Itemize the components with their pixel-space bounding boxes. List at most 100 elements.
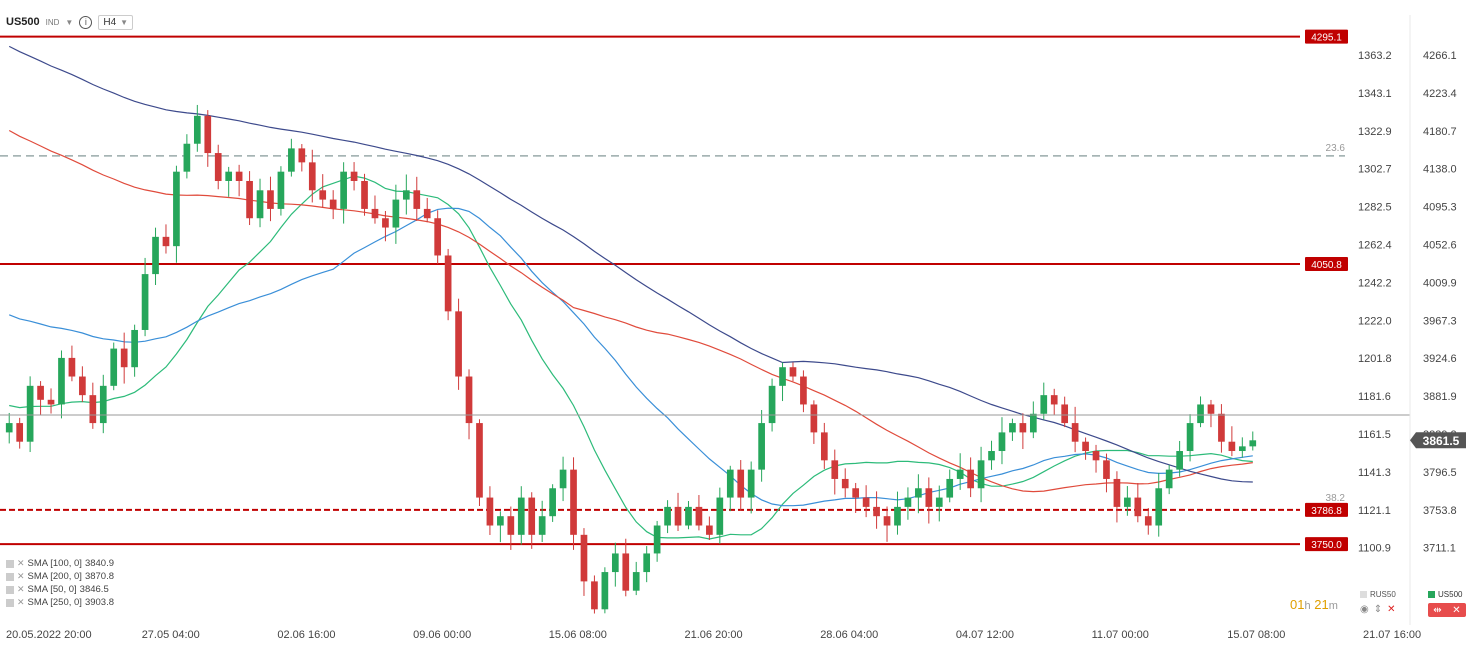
symbol-label[interactable]: US500 [6,16,40,28]
candle-body[interactable] [800,376,807,405]
candle-body[interactable] [37,385,44,400]
reorder-icon[interactable]: ⇕ [1373,604,1383,615]
candle-body[interactable] [256,190,264,219]
candle-body[interactable] [340,171,347,209]
candle-body[interactable] [883,516,891,526]
close-icon[interactable]: ✕ [1387,604,1396,615]
remove-indicator-icon[interactable]: ✕ [17,584,25,594]
candle-body[interactable] [611,553,619,573]
level-price-tag[interactable] [1305,29,1348,44]
level-price-tag[interactable] [1305,502,1348,517]
candle-body[interactable] [946,478,954,498]
remove-indicator-icon[interactable]: ✕ [17,558,25,568]
indicator-settings-icon[interactable] [6,585,14,594]
candle-body[interactable] [1197,404,1204,424]
candle-body[interactable] [831,460,839,479]
candle-body[interactable] [392,199,400,228]
candle-body[interactable] [685,506,692,526]
candle-body[interactable] [444,255,452,312]
candle-body[interactable] [988,451,995,461]
candle-body[interactable] [852,488,860,498]
candle-body[interactable] [423,208,431,219]
candle-body[interactable] [1061,404,1069,424]
candle-body[interactable] [664,506,671,526]
remove-indicator-icon[interactable]: ✕ [17,571,25,581]
candle-body[interactable] [967,469,974,489]
remove-indicator-icon[interactable]: ✕ [17,597,25,607]
candle-body[interactable] [674,506,682,526]
candle-body[interactable] [183,143,191,172]
candle-body[interactable] [89,395,97,424]
candle-body[interactable] [1019,423,1027,433]
candle-body[interactable] [873,506,880,517]
candle-body[interactable] [152,236,159,275]
candle-body[interactable] [538,516,546,535]
candle-body[interactable] [1050,395,1058,405]
candle-body[interactable] [79,376,86,396]
symbol-dropdown-icon[interactable]: ▼ [65,17,74,27]
candle-body[interactable] [1134,497,1142,517]
candle-body[interactable] [58,357,65,405]
candle-body[interactable] [528,497,536,535]
candle-body[interactable] [935,497,943,507]
candle-body[interactable] [110,348,118,386]
candle-body[interactable] [120,348,128,368]
candle-body[interactable] [1238,446,1246,452]
candle-body[interactable] [1186,423,1194,452]
candle-body[interactable] [1144,516,1152,526]
candle-body[interactable] [162,236,170,247]
candle-body[interactable] [622,553,630,591]
candle-body[interactable] [1040,395,1048,414]
candle-body[interactable] [1165,469,1173,489]
candle-body[interactable] [1082,441,1089,452]
candle-body[interactable] [768,385,776,424]
candle-body[interactable] [643,553,651,573]
candle-body[interactable] [329,199,337,209]
visibility-eye-icon[interactable]: ◉ [1360,604,1369,615]
candle-body[interactable] [1124,497,1131,507]
candle-body[interactable] [246,180,253,219]
candle-body[interactable] [747,469,755,498]
candle-body[interactable] [601,572,609,610]
candle-body[interactable] [382,218,389,228]
candle-body[interactable] [810,404,818,433]
indicator-settings-icon[interactable] [6,598,14,607]
candle-body[interactable] [716,497,724,535]
candle-body[interactable] [695,506,703,526]
candle-body[interactable] [225,171,233,181]
candle-body[interactable] [1092,451,1100,461]
candle-body[interactable] [758,423,765,470]
candle-body[interactable] [1207,404,1215,414]
candle-body[interactable] [402,190,410,200]
candle-body[interactable] [1113,478,1121,507]
candle-body[interactable] [706,525,713,535]
split-icon[interactable]: ⇹ [1433,604,1442,616]
candle-body[interactable] [1218,413,1225,442]
info-icon[interactable]: i [79,15,93,29]
secondary-instrument-tag[interactable]: RUS50 [1360,590,1396,599]
close-icon[interactable]: ✕ [1452,604,1461,616]
candle-body[interactable] [141,274,149,330]
candle-body[interactable] [1176,451,1183,470]
candle-body[interactable] [841,478,849,489]
candle-body[interactable] [862,497,870,507]
level-price-tag[interactable] [1305,257,1348,272]
candle-body[interactable] [925,488,933,507]
candle-body[interactable] [580,534,588,582]
candle-body[interactable] [476,423,483,498]
candle-body[interactable] [5,423,13,433]
candle-body[interactable] [549,488,556,517]
candle-body[interactable] [267,190,274,209]
candle-body[interactable] [507,516,515,535]
candle-body[interactable] [915,488,922,498]
candle-body[interactable] [591,581,598,610]
candle-body[interactable] [455,311,462,377]
indicator-settings-icon[interactable] [6,572,14,581]
candle-body[interactable] [350,171,358,181]
candle-body[interactable] [653,525,661,554]
candle-body[interactable] [16,423,24,442]
candle-body[interactable] [904,497,912,507]
candle-body[interactable] [998,432,1006,452]
candle-body[interactable] [789,367,797,377]
